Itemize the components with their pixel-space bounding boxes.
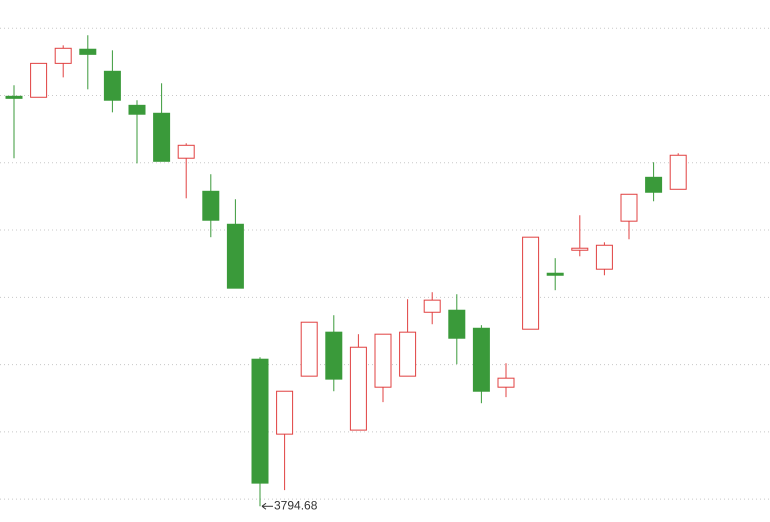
candle-body	[472, 327, 490, 392]
candle-body	[522, 236, 540, 330]
candle-body	[5, 95, 23, 99]
candle-body	[399, 331, 417, 377]
candle-body	[669, 154, 687, 190]
candle-body	[374, 333, 392, 388]
candle-body	[177, 144, 195, 159]
candle-body	[30, 62, 48, 98]
candle-body	[448, 309, 466, 339]
candle-body	[349, 346, 367, 431]
candle-body	[325, 331, 343, 380]
candle-body	[153, 112, 171, 162]
candle-body	[620, 193, 638, 222]
candle-body	[571, 247, 589, 251]
candle-body	[546, 272, 564, 276]
candle-body	[128, 104, 146, 115]
candle-body	[645, 176, 663, 193]
candle-body	[251, 358, 269, 484]
candle-body	[103, 70, 121, 101]
candle-body	[276, 390, 294, 435]
annotation-arrowhead	[261, 502, 267, 510]
candle-body	[595, 244, 613, 270]
candle-body	[202, 190, 220, 221]
candle-body	[300, 321, 318, 377]
candle-body	[497, 377, 515, 388]
candle-body	[79, 48, 97, 55]
annotation: 3794.68	[274, 498, 318, 512]
candle-body	[423, 299, 441, 313]
candle-body	[226, 223, 244, 289]
candle-body	[54, 47, 72, 64]
